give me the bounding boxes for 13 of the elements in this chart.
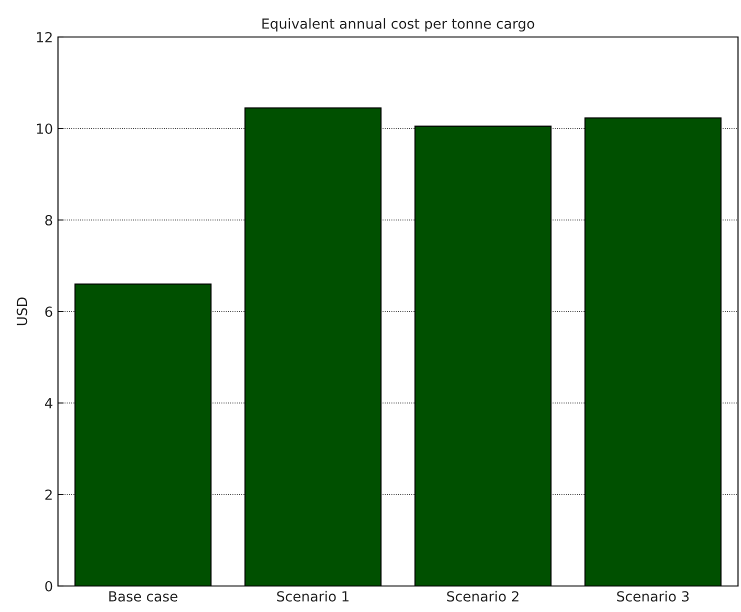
y-tick-label: 0 bbox=[45, 580, 52, 592]
x-tick-label: Base case bbox=[109, 591, 178, 602]
y-tick-label: 6 bbox=[45, 306, 52, 317]
y-tick-label: 8 bbox=[45, 214, 52, 226]
y-tick-label: 12 bbox=[36, 32, 52, 42]
x-tick-label: Scenario 1 bbox=[277, 590, 349, 602]
y-tick-label: 4 bbox=[44, 398, 52, 408]
x-tick-label: Scenario 3 bbox=[617, 590, 689, 602]
y-tick-label: 10 bbox=[36, 123, 52, 134]
x-tick-label: Scenario 2 bbox=[447, 590, 518, 602]
y-tick-label: 2 bbox=[45, 489, 52, 500]
y-axis-title: USD bbox=[16, 297, 28, 326]
chart-title: Equivalent annual cost per tonne cargo bbox=[262, 18, 534, 32]
